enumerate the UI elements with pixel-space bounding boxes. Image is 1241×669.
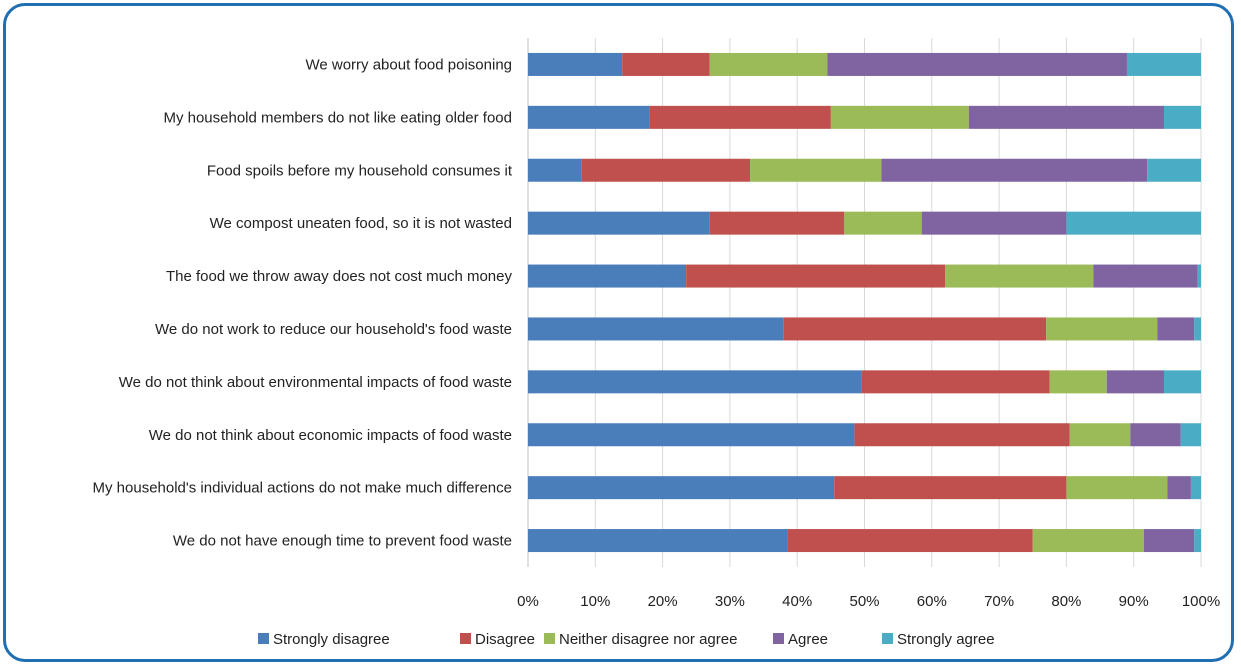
- legend-swatch: [258, 633, 269, 644]
- bar-segment-disagree: [787, 529, 1033, 553]
- x-tick-label: 60%: [917, 593, 947, 610]
- category-label: The food we throw away does not cost muc…: [166, 268, 513, 285]
- bar-segment-strongly-disagree: [528, 476, 835, 500]
- legend-item: Disagree: [460, 631, 535, 648]
- x-tick-label: 90%: [1119, 593, 1149, 610]
- bar-segment-strongly-agree: [1197, 264, 1201, 288]
- bar-segment-strongly-agree: [1163, 105, 1201, 129]
- x-tick-label: 30%: [715, 593, 745, 610]
- category-labels: We worry about food poisoning My househol…: [93, 56, 513, 549]
- bar-segment-neither-disagree-nor-agree: [830, 105, 969, 129]
- bar-segment-agree: [1130, 423, 1181, 447]
- bar-segment-agree: [1143, 529, 1195, 553]
- legend-label: Disagree: [475, 631, 535, 648]
- bar-segment-disagree: [581, 158, 751, 182]
- bar-segment-neither-disagree-nor-agree: [1066, 476, 1168, 500]
- legend-label: Strongly agree: [897, 631, 995, 648]
- x-tick-label: 80%: [1051, 593, 1081, 610]
- bar-segment-disagree: [834, 476, 1067, 500]
- bar-segment-neither-disagree-nor-agree: [1069, 423, 1131, 447]
- x-tick-labels: 0% 10% 20% 30% 40% 50% 60% 70% 80% 90% 100%: [517, 593, 1220, 610]
- bar-segment-strongly-agree: [1126, 52, 1201, 76]
- bar-segment-disagree: [854, 423, 1070, 447]
- bar-segment-neither-disagree-nor-agree: [1046, 317, 1158, 341]
- bar-segment-disagree: [783, 317, 1047, 341]
- bar-segment-neither-disagree-nor-agree: [750, 158, 882, 182]
- category-label: My household's individual actions do not…: [93, 480, 513, 497]
- x-tick-label: 100%: [1182, 593, 1220, 610]
- bar-segment-disagree: [861, 370, 1050, 394]
- legend-label: Strongly disagree: [273, 631, 390, 648]
- legend-label: Agree: [788, 631, 828, 648]
- bar-segment-strongly-disagree: [528, 264, 687, 288]
- bar-segment-neither-disagree-nor-agree: [1032, 529, 1144, 553]
- bar-segment-agree: [827, 52, 1127, 76]
- category-label: We compost uneaten food, so it is not wa…: [210, 215, 512, 232]
- category-label: We do not have enough time to prevent fo…: [173, 533, 512, 550]
- bar-segment-agree: [1093, 264, 1198, 288]
- bar-segment-strongly-disagree: [528, 529, 788, 553]
- bar-segment-neither-disagree-nor-agree: [709, 52, 828, 76]
- bar-segment-strongly-disagree: [528, 52, 623, 76]
- bar-segment-strongly-agree: [1190, 476, 1201, 500]
- category-label: We do not think about environmental impa…: [119, 374, 512, 391]
- category-label: We worry about food poisoning: [305, 56, 512, 73]
- category-label: We do not work to reduce our household's…: [155, 321, 512, 338]
- bar-segment-disagree: [622, 52, 710, 76]
- x-tick-label: 50%: [849, 593, 879, 610]
- bar-segment-agree: [1167, 476, 1191, 500]
- bars: [528, 52, 1201, 553]
- bar-segment-strongly-agree: [1194, 317, 1201, 341]
- bar-segment-strongly-agree: [1163, 370, 1201, 394]
- legend-item: Neither disagree nor agree: [544, 631, 737, 648]
- legend-label: Neither disagree nor agree: [559, 631, 737, 648]
- category-label: My household members do not like eating …: [163, 109, 512, 126]
- x-tick-label: 40%: [782, 593, 812, 610]
- bar-segment-strongly-agree: [1180, 423, 1201, 447]
- bar-segment-neither-disagree-nor-agree: [844, 211, 922, 235]
- legend-swatch: [544, 633, 555, 644]
- bar-segment-neither-disagree-nor-agree: [1049, 370, 1107, 394]
- x-tick-label: 70%: [984, 593, 1014, 610]
- bar-segment-agree: [968, 105, 1164, 129]
- bar-segment-disagree: [709, 211, 845, 235]
- bar-segment-strongly-disagree: [528, 423, 855, 447]
- legend-swatch: [773, 633, 784, 644]
- bar-segment-agree: [1106, 370, 1164, 394]
- legend-item: Agree: [773, 631, 828, 648]
- bar-segment-strongly-disagree: [528, 211, 710, 235]
- bar-segment-strongly-agree: [1066, 211, 1201, 235]
- bar-segment-strongly-agree: [1194, 529, 1201, 553]
- bar-segment-disagree: [686, 264, 946, 288]
- bar-segment-strongly-disagree: [528, 105, 650, 129]
- x-tick-label: 20%: [648, 593, 678, 610]
- legend-item: Strongly disagree: [258, 631, 390, 648]
- bar-segment-agree: [881, 158, 1148, 182]
- legend-item: Strongly agree: [882, 631, 995, 648]
- bar-segment-agree: [1157, 317, 1195, 341]
- x-tick-label: 0%: [517, 593, 539, 610]
- legend-swatch: [882, 633, 893, 644]
- legend-swatch: [460, 633, 471, 644]
- bar-segment-disagree: [649, 105, 831, 129]
- bar-segment-strongly-disagree: [528, 370, 862, 394]
- bar-segment-neither-disagree-nor-agree: [945, 264, 1094, 288]
- category-label: We do not think about economic impacts o…: [149, 427, 512, 444]
- bar-segment-agree: [921, 211, 1067, 235]
- x-tick-label: 10%: [580, 593, 610, 610]
- legend: Strongly disagree Disagree Neither disagre…: [258, 631, 995, 648]
- bar-segment-strongly-disagree: [528, 158, 582, 182]
- bar-segment-strongly-agree: [1147, 158, 1201, 182]
- category-label: Food spoils before my household consumes…: [207, 162, 513, 179]
- bar-segment-strongly-disagree: [528, 317, 784, 341]
